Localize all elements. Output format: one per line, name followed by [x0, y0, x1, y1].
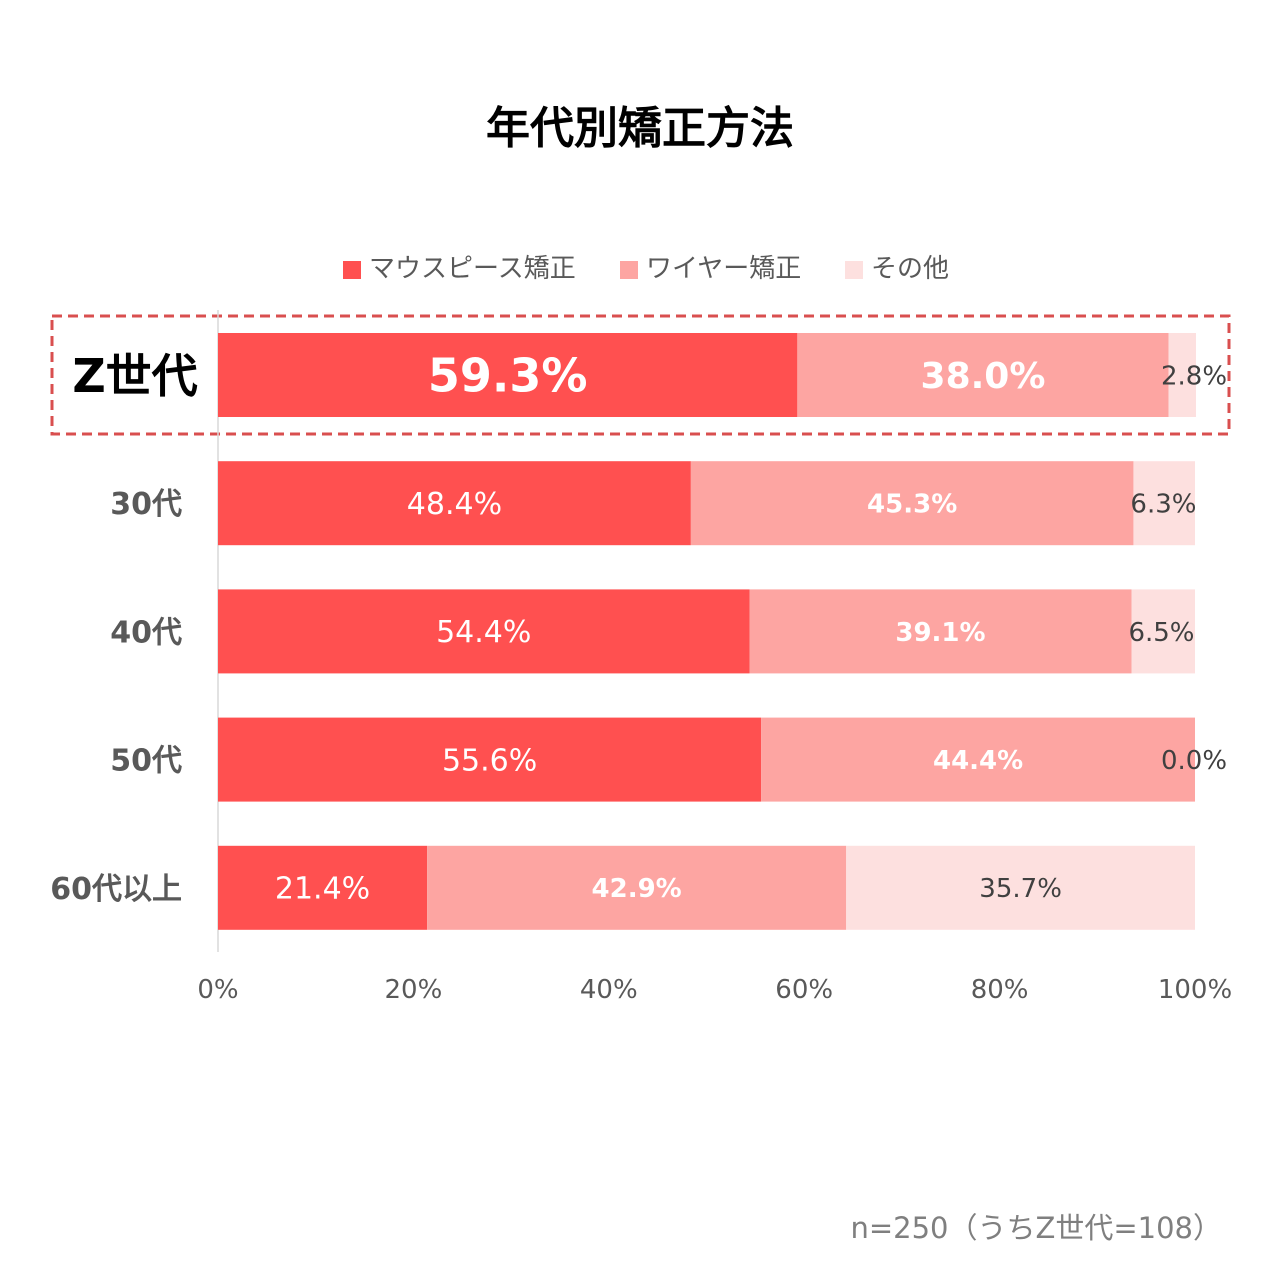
bar-segment: [690, 461, 1134, 546]
legend-swatch: [845, 261, 863, 279]
data-label: 2.8%: [1161, 361, 1227, 391]
data-label: 42.9%: [592, 874, 682, 904]
category-label: 50代: [110, 744, 182, 779]
highlight-frame: [50, 314, 1231, 436]
bar-segment: [846, 845, 1195, 930]
legend-swatch: [620, 261, 638, 279]
legend-label: ワイヤー矯正: [646, 254, 801, 284]
category-label: 30代: [110, 487, 182, 522]
chart-title: 年代別矯正方法: [486, 103, 794, 154]
bar-segment: [761, 717, 1195, 802]
data-label: 44.4%: [933, 746, 1023, 776]
data-label: 45.3%: [867, 490, 957, 520]
data-label: 21.4%: [275, 872, 370, 907]
data-labels: 59.3% 38.0% 2.8% 48.4% 45.3% 6.3% 54.4% 39.1% 6.…: [275, 349, 1227, 907]
category-label: 40代: [110, 615, 182, 650]
x-tick-label: 100%: [1158, 975, 1232, 1005]
sample-size-note: n=250（うちZ世代=108）: [850, 1211, 1222, 1245]
data-label: 39.1%: [895, 618, 985, 648]
category-label: Z世代: [72, 349, 197, 403]
bar-segment: [218, 589, 750, 674]
legend-label: マウスピース矯正: [369, 254, 576, 284]
category-label: 60代以上: [50, 872, 182, 907]
data-label: 38.0%: [921, 356, 1046, 397]
x-tick-label: 80%: [971, 975, 1029, 1005]
bar-segment: [218, 461, 691, 546]
bar-segment: [218, 717, 762, 802]
data-label: 6.3%: [1130, 490, 1196, 520]
data-label: 6.5%: [1128, 618, 1194, 648]
bar-segment: [1133, 461, 1195, 546]
x-tick-label: 40%: [580, 975, 638, 1005]
x-axis-ticks: 0% 20% 40% 60% 80% 100%: [197, 975, 1232, 1005]
bars: [218, 333, 1196, 930]
x-tick-label: 20%: [385, 975, 443, 1005]
data-label: 59.3%: [428, 349, 588, 403]
x-tick-label: 60%: [775, 975, 833, 1005]
legend-swatch: [343, 261, 361, 279]
data-label: 55.6%: [442, 743, 537, 778]
data-label: 54.4%: [436, 615, 531, 650]
bar-segment: [218, 845, 428, 930]
bar-segment: [797, 333, 1169, 417]
data-label: 48.4%: [407, 487, 502, 522]
data-label: 0.0%: [1161, 746, 1227, 776]
data-label: 35.7%: [979, 874, 1062, 904]
bar-segment: [218, 333, 798, 417]
bar-segment: [427, 845, 847, 930]
x-tick-label: 0%: [197, 975, 238, 1005]
bar-segment: [1168, 333, 1196, 417]
category-labels: Z世代 30代 40代 50代 60代以上: [50, 349, 197, 907]
legend: マウスピース矯正 ワイヤー矯正 その他: [343, 254, 949, 284]
bar-segment: [749, 589, 1132, 674]
bar-segment: [1131, 589, 1195, 674]
legend-label: その他: [871, 254, 949, 284]
